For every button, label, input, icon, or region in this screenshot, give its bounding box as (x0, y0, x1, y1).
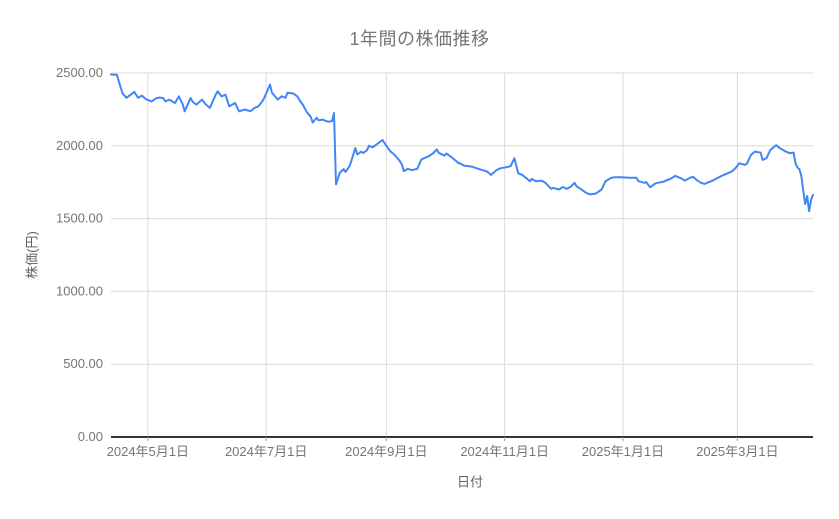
y-tick-label: 1500.00 (56, 211, 103, 226)
price-line-series (110, 73, 814, 213)
y-axis-title: 株価(円) (24, 231, 40, 279)
y-tick-label: 500.00 (63, 356, 103, 371)
x-tick-label: 2025年1月1日 (582, 444, 664, 459)
x-tick-label: 2024年5月1日 (107, 444, 189, 459)
x-axis-title: 日付 (456, 474, 484, 490)
x-tick-label: 2025年3月1日 (696, 444, 778, 459)
y-tick-label: 0.00 (78, 429, 103, 444)
x-tick-label: 2024年9月1日 (345, 444, 427, 459)
y-tick-label: 2500.00 (56, 65, 103, 80)
x-tick-label: 2024年7月1日 (225, 444, 307, 459)
y-tick-label: 1000.00 (56, 283, 103, 298)
x-tick-label: 2024年11月1日 (460, 444, 549, 459)
y-tick-label: 2000.00 (56, 138, 103, 153)
chart-title: 1年間の株価推移 (349, 29, 490, 49)
